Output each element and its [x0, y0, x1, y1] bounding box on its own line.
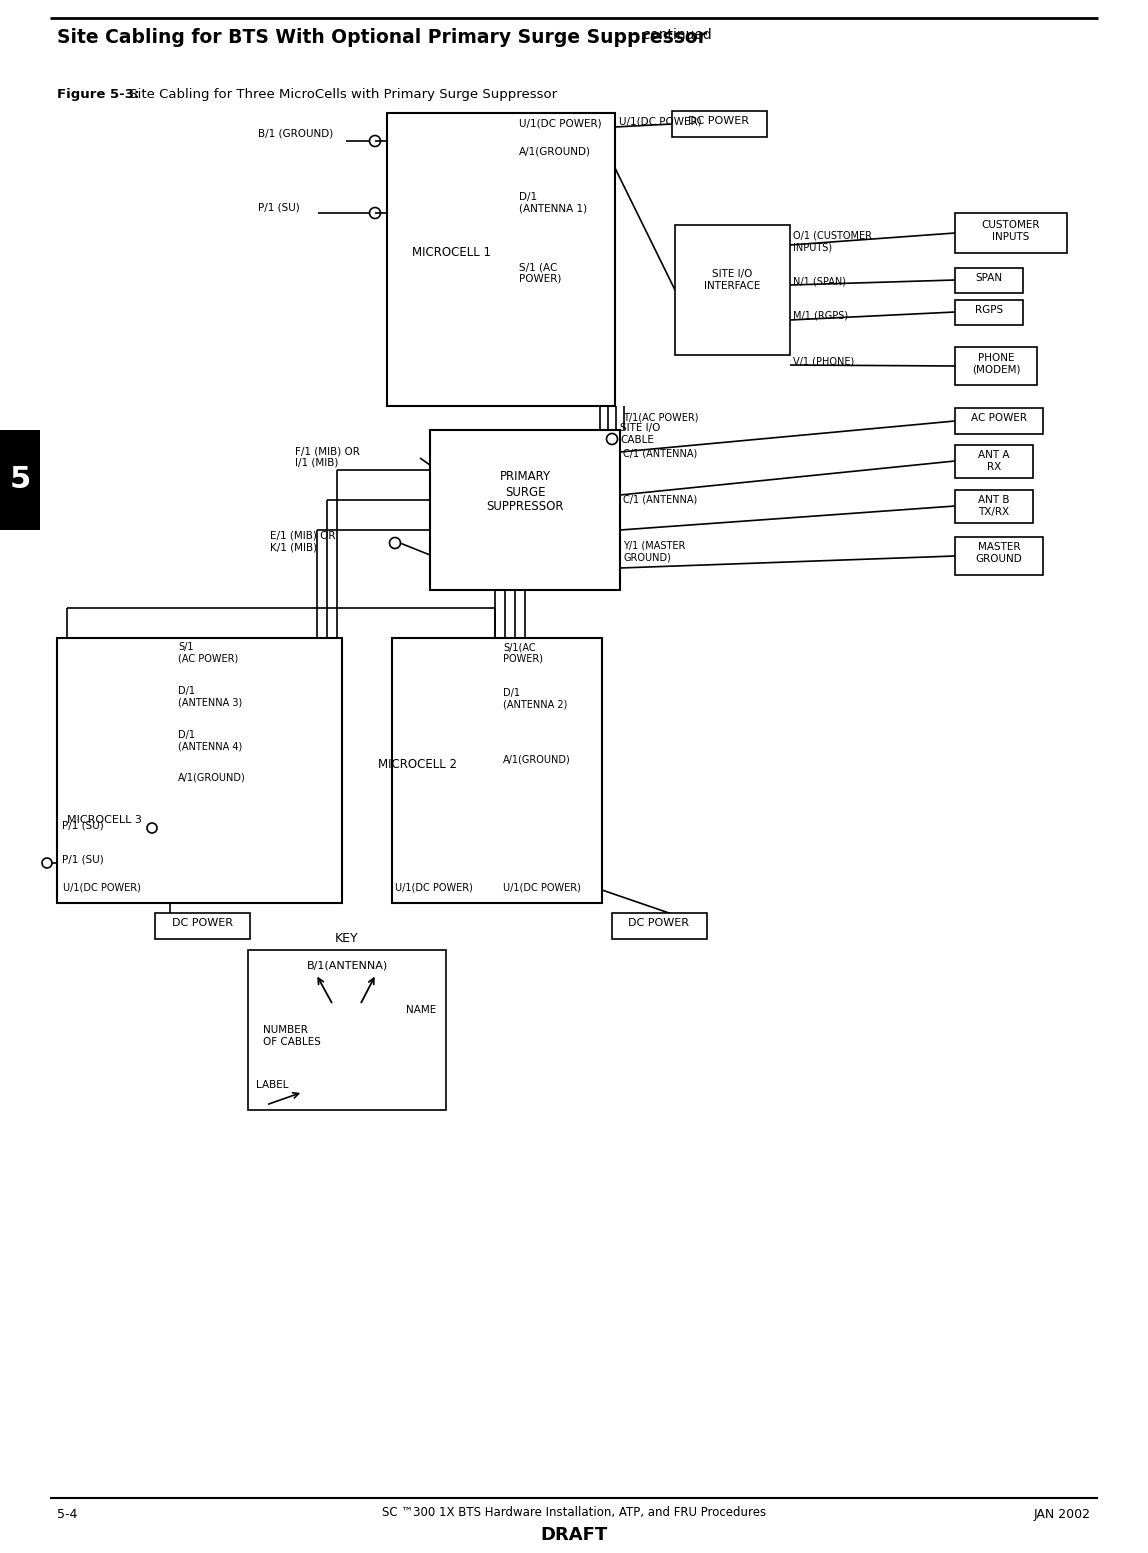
Text: T/1(AC POWER): T/1(AC POWER): [623, 412, 698, 422]
Text: NUMBER
OF CABLES: NUMBER OF CABLES: [263, 1025, 321, 1047]
Text: AC POWER: AC POWER: [971, 413, 1027, 422]
Text: B/1 (GROUND): B/1 (GROUND): [258, 129, 333, 140]
Text: U/1(DC POWER): U/1(DC POWER): [619, 116, 701, 127]
Text: N/1 (SPAN): N/1 (SPAN): [793, 276, 846, 287]
Bar: [430, 430, 620, 590]
Bar: [155, 913, 250, 940]
Bar: [955, 491, 1033, 523]
Text: SITE I/O
CABLE: SITE I/O CABLE: [620, 422, 660, 444]
Bar: [955, 408, 1044, 433]
Bar: [0, 430, 40, 530]
Text: U/1(DC POWER): U/1(DC POWER): [395, 884, 473, 893]
Bar: [387, 113, 615, 405]
Text: RGPS: RGPS: [975, 304, 1003, 315]
Text: KEY: KEY: [335, 932, 359, 944]
Bar: [955, 300, 1023, 325]
Text: MICROCELL 2: MICROCELL 2: [378, 758, 457, 770]
Text: O/1 (CUSTOMER
INPUTS): O/1 (CUSTOMER INPUTS): [793, 231, 872, 253]
Bar: [955, 537, 1044, 575]
Text: C/1 (ANTENNA): C/1 (ANTENNA): [623, 449, 697, 460]
Bar: [955, 346, 1037, 385]
Text: JAN 2002: JAN 2002: [1034, 1508, 1091, 1520]
Text: S/1(AC
POWER): S/1(AC POWER): [503, 641, 543, 663]
Text: DC POWER: DC POWER: [689, 116, 750, 126]
Text: Site Cabling for Three MicroCells with Primary Surge Suppressor: Site Cabling for Three MicroCells with P…: [125, 89, 557, 101]
Text: E/1 (MIB) OR
K/1 (MIB): E/1 (MIB) OR K/1 (MIB): [270, 531, 335, 553]
Text: U/1(DC POWER): U/1(DC POWER): [519, 120, 602, 129]
Text: SPAN: SPAN: [976, 273, 1002, 283]
Text: MICROCELL 1: MICROCELL 1: [411, 247, 490, 259]
Text: U/1(DC POWER): U/1(DC POWER): [503, 884, 581, 893]
Text: PRIMARY
SURGE
SUPPRESSOR: PRIMARY SURGE SUPPRESSOR: [487, 471, 564, 514]
Text: P/1 (SU): P/1 (SU): [258, 203, 300, 213]
Text: DC POWER: DC POWER: [171, 918, 233, 929]
Text: CUSTOMER
INPUTS: CUSTOMER INPUTS: [982, 221, 1040, 242]
Bar: [248, 950, 447, 1110]
Text: – continued: – continued: [627, 28, 712, 42]
Text: C/1 (ANTENNA): C/1 (ANTENNA): [623, 494, 697, 505]
Text: D/1
(ANTENNA 2): D/1 (ANTENNA 2): [503, 688, 567, 710]
Text: SITE I/O
INTERFACE: SITE I/O INTERFACE: [704, 269, 760, 290]
Text: SC ™300 1X BTS Hardware Installation, ATP, and FRU Procedures: SC ™300 1X BTS Hardware Installation, AT…: [382, 1506, 766, 1519]
Text: NAME: NAME: [406, 1005, 436, 1016]
Text: A/1(GROUND): A/1(GROUND): [519, 148, 591, 157]
Text: F/1 (MIB) OR
I/1 (MIB): F/1 (MIB) OR I/1 (MIB): [295, 446, 359, 467]
Bar: [955, 269, 1023, 294]
Bar: [672, 110, 767, 137]
Text: 5-4: 5-4: [57, 1508, 77, 1520]
Text: LABEL: LABEL: [256, 1079, 288, 1090]
Bar: [955, 213, 1066, 253]
Text: A/1(GROUND): A/1(GROUND): [178, 773, 246, 783]
Text: B/1(ANTENNA): B/1(ANTENNA): [307, 960, 388, 971]
Text: PHONE
(MODEM): PHONE (MODEM): [971, 353, 1021, 374]
Bar: [612, 913, 707, 940]
Text: S/1
(AC POWER): S/1 (AC POWER): [178, 641, 239, 663]
Text: V/1 (PHONE): V/1 (PHONE): [793, 357, 854, 367]
Text: Figure 5-3:: Figure 5-3:: [57, 89, 139, 101]
Text: 5: 5: [9, 466, 31, 494]
Text: P/1 (SU): P/1 (SU): [62, 820, 103, 829]
Text: S/1 (AC
POWER): S/1 (AC POWER): [519, 262, 561, 284]
Text: U/1(DC POWER): U/1(DC POWER): [63, 884, 141, 893]
Bar: [675, 225, 790, 356]
Text: DC POWER: DC POWER: [628, 918, 690, 929]
Text: MASTER
GROUND: MASTER GROUND: [976, 542, 1023, 564]
Text: D/1
(ANTENNA 4): D/1 (ANTENNA 4): [178, 730, 242, 752]
Text: MICROCELL 3: MICROCELL 3: [67, 815, 142, 825]
Bar: [57, 638, 342, 902]
Text: D/1
(ANTENNA 1): D/1 (ANTENNA 1): [519, 193, 587, 214]
Text: Y/1 (MASTER
GROUND): Y/1 (MASTER GROUND): [623, 540, 685, 562]
Text: A/1(GROUND): A/1(GROUND): [503, 755, 571, 766]
Text: M/1 (RGPS): M/1 (RGPS): [793, 311, 848, 320]
Text: P/1 (SU): P/1 (SU): [62, 856, 103, 865]
Bar: [391, 638, 602, 902]
Bar: [955, 446, 1033, 478]
Text: D/1
(ANTENNA 3): D/1 (ANTENNA 3): [178, 686, 242, 708]
Text: ANT A
RX: ANT A RX: [978, 450, 1010, 472]
Text: ANT B
TX/RX: ANT B TX/RX: [978, 495, 1010, 517]
Text: DRAFT: DRAFT: [541, 1527, 607, 1544]
Text: Site Cabling for BTS With Optional Primary Surge Suppressor: Site Cabling for BTS With Optional Prima…: [57, 28, 707, 47]
